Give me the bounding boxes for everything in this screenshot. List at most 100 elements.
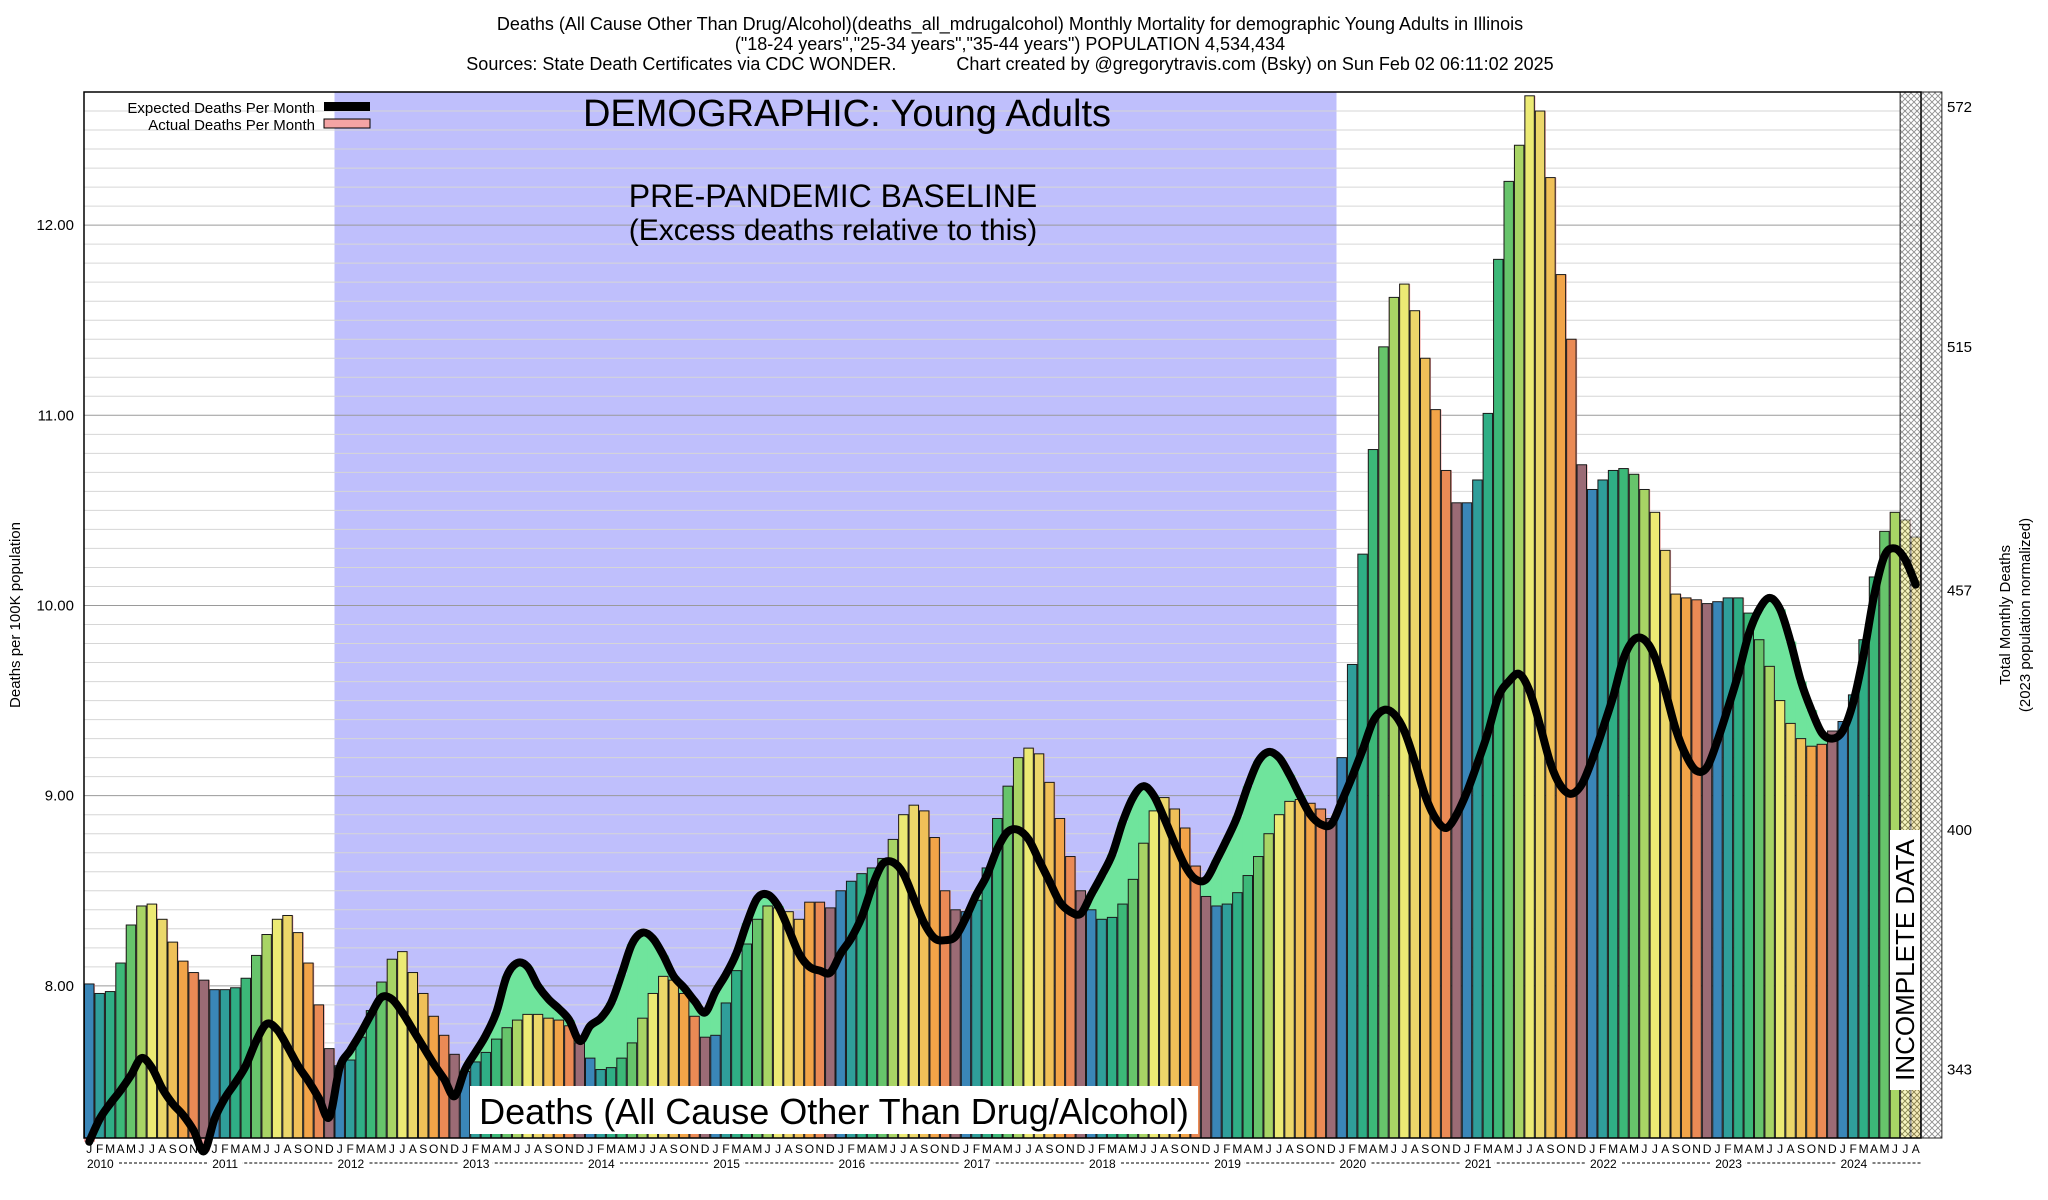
bar-126 [1399, 283, 1410, 1139]
bar-169 [1847, 694, 1859, 1139]
x-tick-month: D [1828, 1142, 1837, 1156]
y-tick-left: 12.00 [36, 217, 74, 234]
x-tick-month: M [982, 1142, 992, 1156]
x-tick-month: O [1306, 1142, 1315, 1156]
x-tick-month: O [1681, 1142, 1690, 1156]
x-tick-month: N [440, 1142, 449, 1156]
bar-13 [219, 989, 231, 1139]
x-tick-month: M [1232, 1142, 1242, 1156]
x-tick-month: S [544, 1142, 552, 1156]
x-tick-month: J [1339, 1142, 1345, 1156]
bar-21 [303, 962, 314, 1139]
x-tick-month: M [1733, 1142, 1743, 1156]
x-tick-month: D [200, 1142, 209, 1156]
x-tick-month: O [304, 1142, 313, 1156]
x-tick-month: A [785, 1142, 793, 1156]
bar-5 [136, 905, 147, 1139]
x-tick-month: J [525, 1142, 531, 1156]
deficit-segment [501, 976, 513, 1028]
bar-144 [1587, 488, 1598, 1139]
bar-2 [104, 991, 116, 1139]
x-tick-month: O [1180, 1142, 1189, 1156]
x-tick-month: S [920, 1142, 928, 1156]
x-tick-month: J [1516, 1142, 1522, 1156]
x-tick-month: F [1098, 1142, 1105, 1156]
x-tick-month: O [1431, 1142, 1440, 1156]
x-tick-month: A [492, 1142, 500, 1156]
x-tick-month: N [690, 1142, 699, 1156]
bar-11 [198, 979, 210, 1139]
deficit-segment [658, 955, 670, 977]
y-axis-right-label: Total Monthly Deaths [1997, 545, 2014, 685]
y-tick-left: 10.00 [36, 597, 74, 614]
bar-121 [1346, 663, 1358, 1139]
x-tick-month: A [1369, 1142, 1377, 1156]
chart-sources: Sources: State Death Certificates via CD… [466, 54, 1553, 74]
deficit-segment [699, 1012, 711, 1038]
y-tick-left: 9.00 [45, 788, 74, 805]
bar-116 [1294, 798, 1306, 1139]
bar-22 [313, 1004, 325, 1139]
x-tick-month: N [1692, 1142, 1701, 1156]
y-tick-right: 400 [1947, 822, 1972, 839]
x-tick-month: A [1119, 1142, 1127, 1156]
bar-142 [1566, 338, 1577, 1139]
y-tick-left: 11.00 [38, 407, 74, 424]
year-label-bg [1337, 1156, 1370, 1170]
bar-127 [1409, 310, 1420, 1139]
x-tick-month: J [149, 1142, 155, 1156]
x-tick-month: J [900, 1142, 906, 1156]
bar-150 [1649, 511, 1661, 1139]
x-tick-month: J [1641, 1142, 1647, 1156]
y-axis-left-label: Deaths per 100K population [7, 522, 24, 708]
bar-118 [1315, 808, 1327, 1139]
x-tick-month: D [826, 1142, 835, 1156]
deficit-segment [491, 1012, 503, 1040]
x-tick-month: S [1171, 1142, 1179, 1156]
x-tick-month: J [1391, 1142, 1397, 1156]
bar-162 [1774, 700, 1786, 1139]
x-tick-month: S [1672, 1142, 1680, 1156]
year-label-bg [85, 1156, 117, 1170]
x-tick-year: 2011 [212, 1157, 238, 1171]
year-label-bg [711, 1156, 744, 1170]
deficit-segment [689, 1001, 701, 1017]
x-tick-year: 2013 [463, 1157, 490, 1171]
deficit-segment [1263, 751, 1275, 834]
deficit-segment [647, 938, 659, 994]
x-tick-month: J [1276, 1142, 1282, 1156]
x-tick-month: J [1015, 1142, 1021, 1156]
bar-159 [1743, 612, 1754, 1139]
bar-155 [1701, 603, 1713, 1139]
x-tick-month: M [1754, 1142, 1764, 1156]
bar-107 [1200, 895, 1212, 1139]
x-tick-month: M [481, 1142, 491, 1156]
bar-163 [1785, 722, 1796, 1139]
bar-168 [1837, 721, 1848, 1139]
x-tick-month: D [575, 1142, 584, 1156]
y-axis-right-sublabel: (2023 population normalized) [2017, 518, 2034, 712]
bar-6 [146, 903, 158, 1139]
x-tick-month: A [1411, 1142, 1419, 1156]
x-tick-month: A [242, 1142, 250, 1156]
x-tick-month: O [930, 1142, 939, 1156]
x-tick-month: M [731, 1142, 741, 1156]
deficit-segment [605, 1002, 617, 1068]
x-tick-year: 2014 [588, 1157, 615, 1171]
x-tick-month: F [1223, 1142, 1230, 1156]
baseline-label: PRE-PANDEMIC BASELINE [629, 178, 1037, 214]
bar-91 [1033, 753, 1045, 1139]
x-tick-month: A [1870, 1142, 1878, 1156]
x-tick-month: J [1266, 1142, 1272, 1156]
x-tick-month: N [1317, 1142, 1326, 1156]
year-label-bg [1212, 1156, 1245, 1170]
x-tick-month: M [1608, 1142, 1618, 1156]
deficit-segment [1200, 879, 1212, 897]
bar-170 [1858, 639, 1869, 1139]
x-tick-year: 2018 [1089, 1157, 1116, 1171]
x-tick-year: 2017 [964, 1157, 991, 1171]
x-tick-month: M [1483, 1142, 1493, 1156]
x-tick-month: M [627, 1142, 637, 1156]
x-tick-month: A [1745, 1142, 1753, 1156]
x-tick-month: D [1202, 1142, 1211, 1156]
